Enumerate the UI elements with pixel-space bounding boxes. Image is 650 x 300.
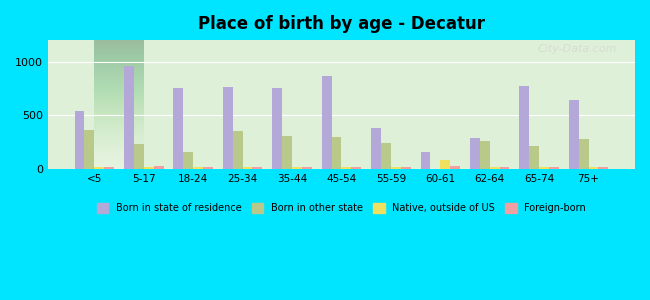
Bar (223, 87, 233, 169)
Bar (500, 167, 510, 169)
Bar (302, 167, 312, 169)
Bar (371, 128, 381, 169)
Bar (183, 152, 193, 169)
Text: City-Data.com: City-Data.com (538, 44, 617, 54)
Bar (174, 88, 183, 169)
Legend: Born in state of residence, Born in other state, Native, outside of US, Foreign-: Born in state of residence, Born in othe… (92, 198, 591, 218)
Bar (144, 167, 153, 169)
Bar (480, 142, 489, 169)
Bar (351, 167, 361, 169)
Title: Place of birth by age - Decatur: Place of birth by age - Decatur (198, 15, 485, 33)
Bar (203, 167, 213, 169)
Bar (193, 167, 203, 169)
Bar (282, 136, 292, 169)
Bar (75, 111, 84, 169)
Bar (549, 167, 559, 169)
Bar (124, 66, 134, 169)
Bar (401, 167, 411, 169)
Bar (578, 139, 588, 169)
Bar (332, 137, 341, 169)
Bar (529, 146, 539, 169)
Bar (233, 131, 242, 169)
Bar (519, 86, 529, 169)
Bar (153, 166, 164, 169)
Bar (252, 167, 263, 169)
Bar (104, 167, 114, 169)
Bar (588, 167, 599, 169)
Bar (134, 144, 144, 169)
Bar (391, 167, 401, 169)
Bar (341, 167, 351, 169)
Bar (292, 167, 302, 169)
Bar (450, 166, 460, 169)
Bar (440, 160, 450, 169)
Bar (322, 76, 332, 169)
Bar (272, 88, 282, 169)
Bar (569, 100, 578, 169)
Bar (94, 167, 104, 169)
Bar (381, 143, 391, 169)
Bar (539, 167, 549, 169)
Bar (599, 167, 608, 169)
Bar (470, 138, 480, 169)
Bar (421, 152, 430, 169)
Bar (84, 130, 94, 169)
Bar (489, 167, 500, 169)
Bar (242, 167, 252, 169)
